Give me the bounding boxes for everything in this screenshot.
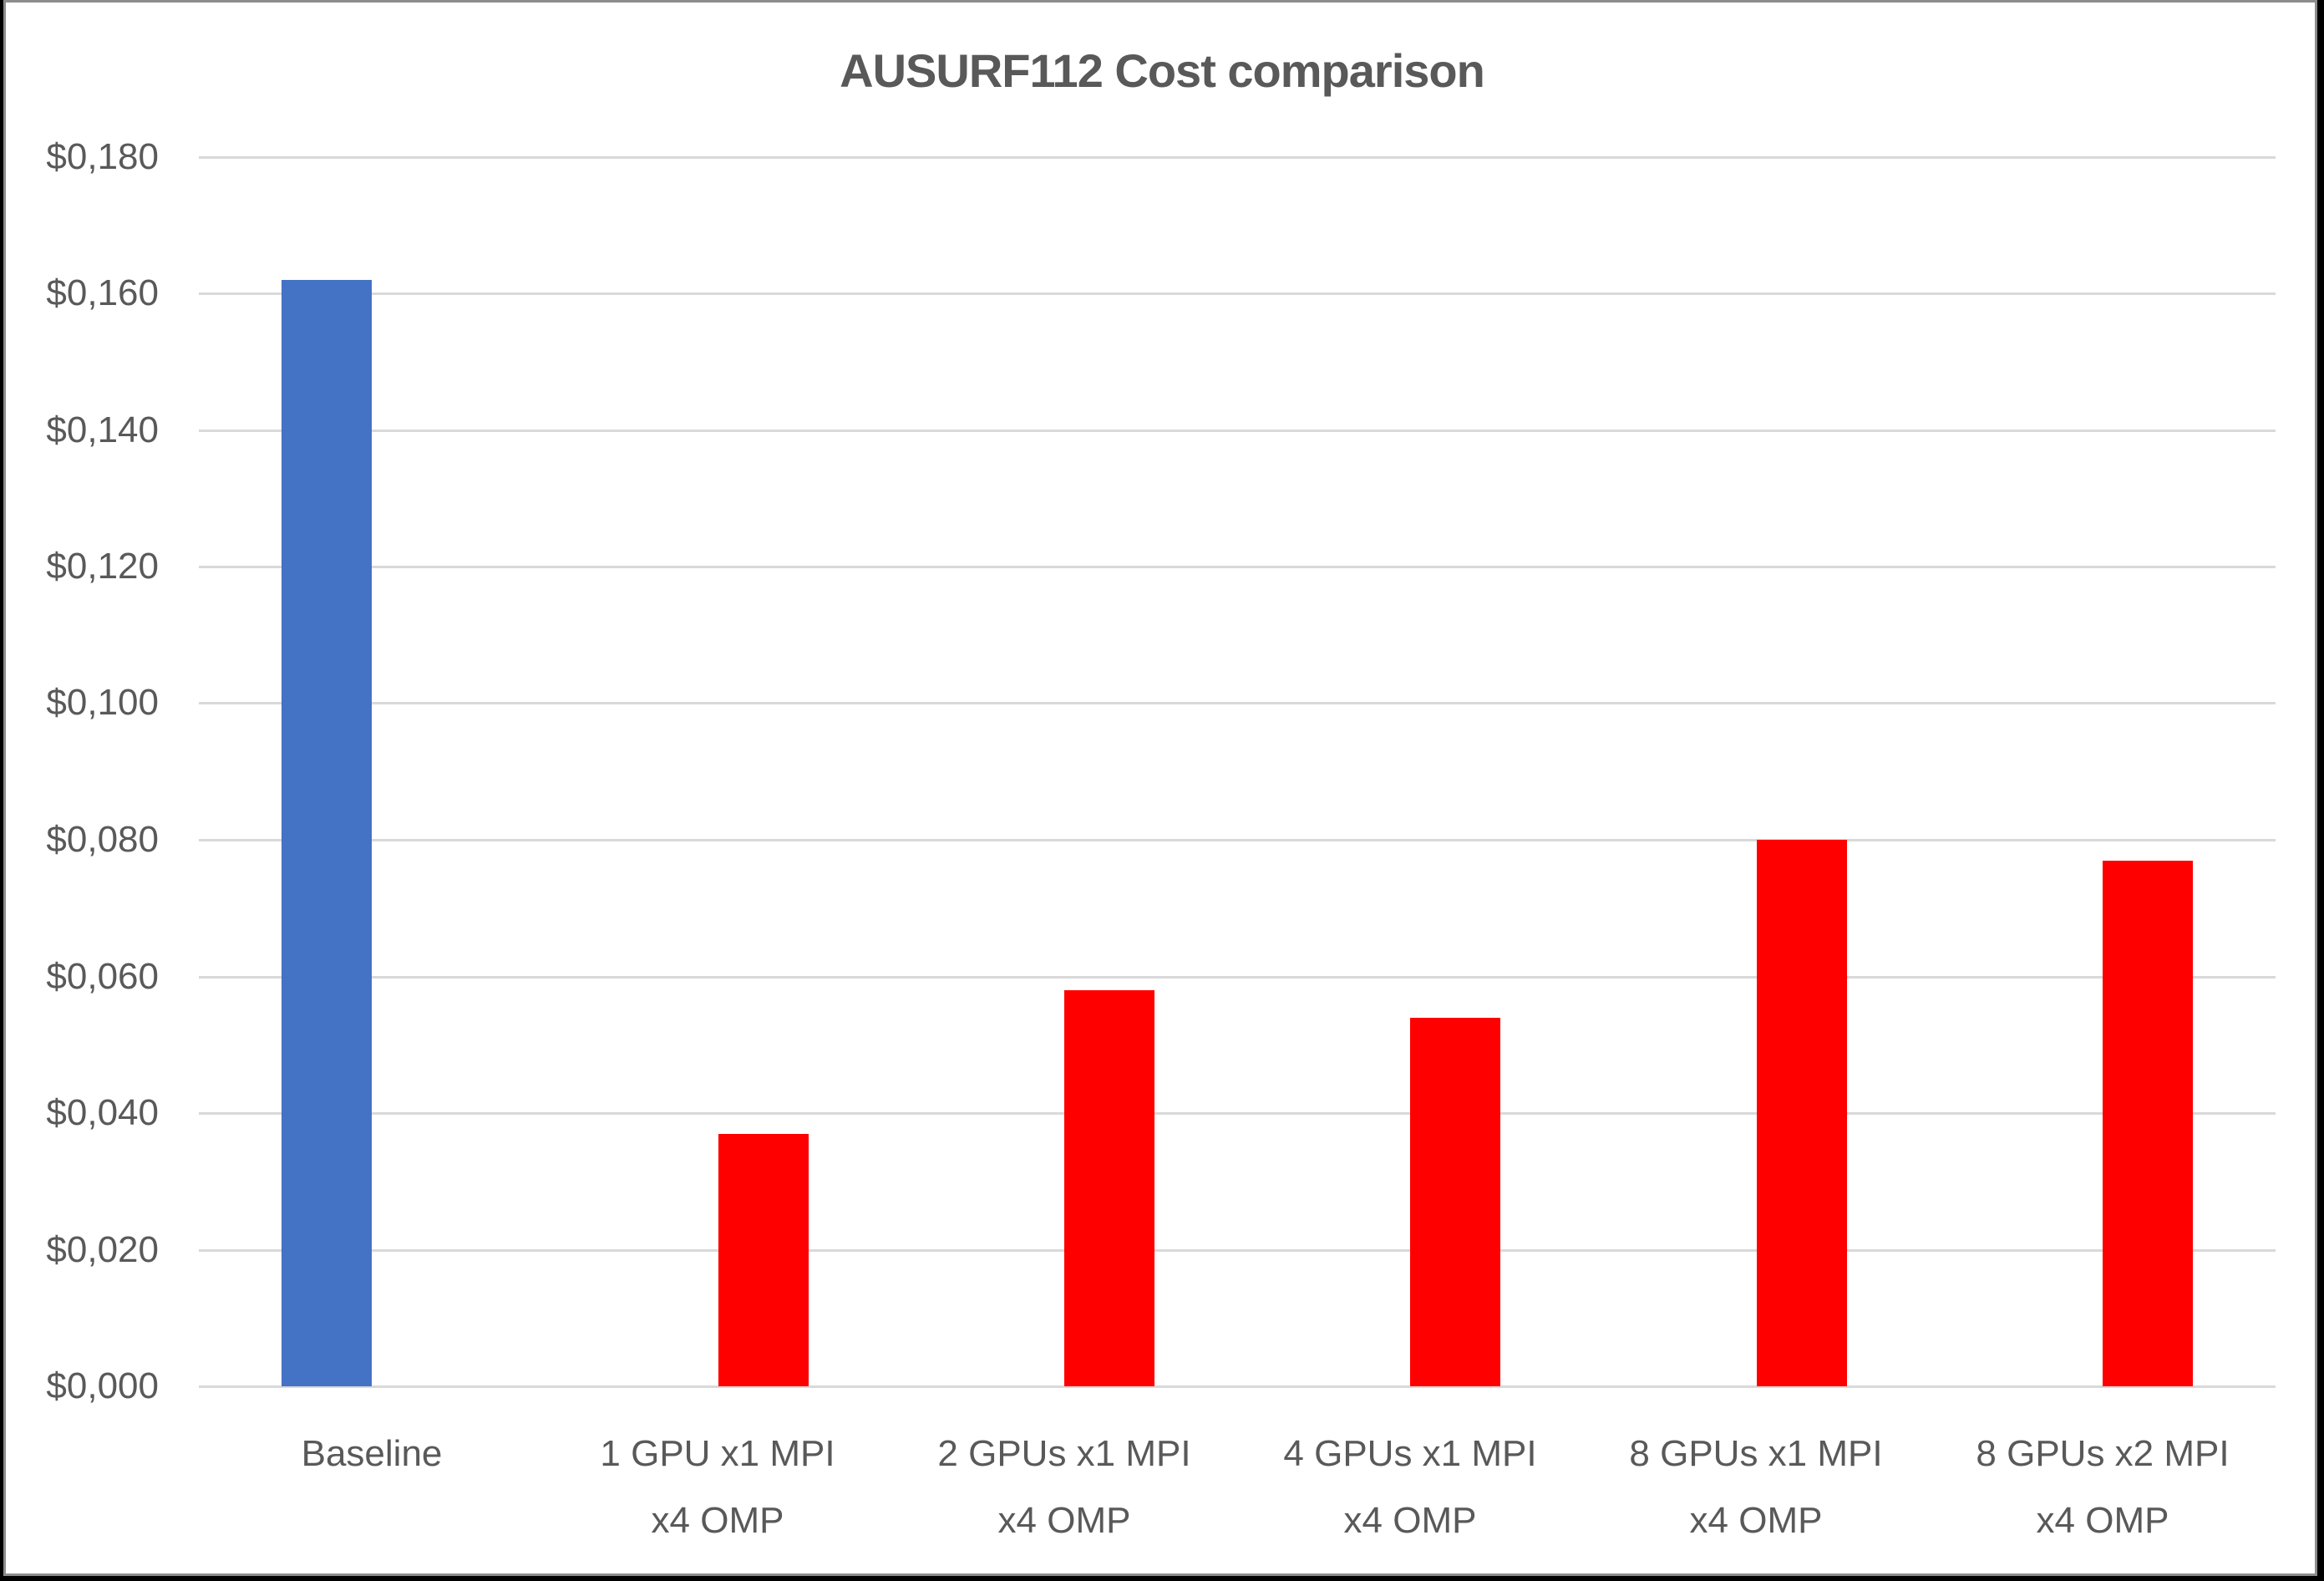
chart-frame — [3, 0, 2317, 1576]
x-label-line1: 8 GPUs x1 MPI — [1629, 1433, 1883, 1474]
x-label-line2: x4 OMP — [1343, 1500, 1477, 1541]
gridline — [199, 292, 2276, 295]
x-label-line1: 1 GPU x1 MPI — [600, 1433, 835, 1474]
gridline — [199, 1112, 2276, 1115]
x-axis-line — [199, 1385, 2276, 1388]
x-label-line2: x4 OMP — [997, 1500, 1131, 1541]
x-label-4gpus: 4 GPUs x1 MPI x4 OMP — [1237, 1421, 1583, 1554]
gridline — [199, 702, 2276, 704]
y-tick-label: $0,120 — [46, 546, 159, 587]
y-tick-label: $0,020 — [46, 1229, 159, 1270]
y-tick-label: $0,100 — [46, 682, 159, 723]
gridline — [199, 1249, 2276, 1252]
y-tick-label: $0,080 — [46, 819, 159, 860]
bar-2-gpus-x1-mpi-x4-omp — [1063, 990, 1154, 1386]
x-label-line1: 2 GPUs x1 MPI — [937, 1433, 1191, 1474]
x-label-line2: x4 OMP — [1689, 1500, 1823, 1541]
bar-8-gpus-x2-mpi-x4-omp — [2102, 860, 2193, 1386]
y-tick-label: $0,160 — [46, 272, 159, 313]
gridline — [199, 566, 2276, 568]
bar-4-gpus-x1-mpi-x4-omp — [1410, 1017, 1501, 1386]
x-label-line2: x4 OMP — [2036, 1500, 2169, 1541]
bar-8-gpus-x1-mpi-x4-omp — [1756, 840, 1847, 1386]
x-label-2gpus: 2 GPUs x1 MPI x4 OMP — [891, 1421, 1237, 1554]
gridline — [199, 839, 2276, 841]
bar-baseline — [282, 280, 373, 1386]
x-label-line1: Baseline — [301, 1433, 443, 1474]
y-tick-label: $0,000 — [46, 1365, 159, 1406]
y-tick-label: $0,140 — [46, 409, 159, 450]
x-label-line1: 8 GPUs x2 MPI — [1976, 1433, 2230, 1474]
y-tick-label: $0,180 — [46, 136, 159, 177]
x-label-line1: 4 GPUs x1 MPI — [1283, 1433, 1537, 1474]
gridline — [199, 156, 2276, 159]
x-label-8gpus-2mpi: 8 GPUs x2 MPI x4 OMP — [1930, 1421, 2276, 1554]
bar-1-gpu-x1-mpi-x4-omp — [718, 1133, 809, 1386]
x-label-1gpu: 1 GPU x1 MPI x4 OMP — [545, 1421, 891, 1554]
y-tick-label: $0,040 — [46, 1092, 159, 1133]
x-label-baseline: Baseline — [199, 1421, 545, 1487]
chart-title: AUSURF112 Cost comparison — [840, 44, 1485, 97]
y-tick-label: $0,060 — [46, 956, 159, 997]
x-label-line2: x4 OMP — [651, 1500, 784, 1541]
gridline — [199, 976, 2276, 979]
gridline — [199, 430, 2276, 432]
x-label-8gpus-1mpi: 8 GPUs x1 MPI x4 OMP — [1583, 1421, 1929, 1554]
